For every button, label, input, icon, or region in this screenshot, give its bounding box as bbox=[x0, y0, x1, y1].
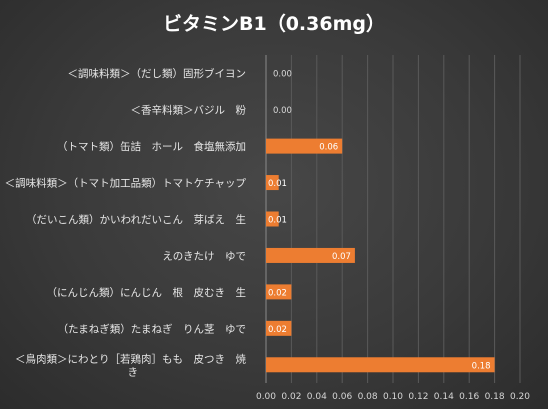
bar bbox=[266, 284, 292, 300]
x-tick-label: 0.14 bbox=[434, 392, 454, 402]
data-label: 0.01 bbox=[268, 216, 287, 226]
category-label-line: ＜鳥肉類＞にわとり［若鶏肉］もも 皮つき 焼 bbox=[15, 352, 246, 365]
data-label: 0.00 bbox=[273, 70, 292, 80]
data-label: 0.00 bbox=[273, 106, 292, 116]
data-label: 0.06 bbox=[319, 143, 338, 153]
category-label: （にんじん類）にんじん 根 皮むき 生 bbox=[47, 286, 247, 299]
x-tick-label: 0.10 bbox=[383, 392, 403, 402]
bar bbox=[266, 138, 343, 154]
x-tick-label: 0.00 bbox=[256, 392, 276, 402]
bar bbox=[266, 357, 495, 373]
chart-title: ビタミンB1（0.36mg） bbox=[163, 12, 385, 35]
x-tick-label: 0.20 bbox=[510, 392, 530, 402]
bar bbox=[266, 175, 279, 191]
category-label-line: （たまねぎ類）たまねぎ りん茎 ゆで bbox=[58, 322, 246, 335]
category-label-line: ＜調味料類＞（だし類）固形ブイヨン bbox=[68, 67, 247, 80]
x-tick-label: 0.02 bbox=[281, 392, 301, 402]
x-tick-label: 0.12 bbox=[408, 392, 428, 402]
x-axis-ticks: 0.00 0.02 0.04 0.06 0.08 0.10 0.12 0.14 0.16 0.18… bbox=[256, 392, 530, 402]
data-label: 0.18 bbox=[472, 361, 491, 371]
bar bbox=[266, 247, 355, 263]
x-tick-label: 0.16 bbox=[459, 392, 479, 402]
x-tick-label: 0.06 bbox=[332, 392, 352, 402]
category-label-line: き bbox=[128, 366, 139, 378]
category-label: えのきたけ ゆで bbox=[162, 250, 246, 262]
data-label: 0.07 bbox=[332, 252, 351, 262]
x-tick-label: 0.08 bbox=[358, 392, 378, 402]
gridlines bbox=[265, 55, 521, 383]
category-label-line: （トマト類）缶詰 ホール 食塩無添加 bbox=[57, 140, 246, 153]
bar bbox=[266, 211, 279, 227]
x-tick-label: 0.04 bbox=[307, 392, 327, 402]
category-labels: ＜調味料類＞（だし類）固形ブイヨン ＜香辛料類＞バジル 粉 （トマト類）缶詰 ホール… bbox=[5, 67, 247, 378]
category-label: ＜香辛料類＞バジル 粉 bbox=[131, 104, 247, 117]
category-label: ＜鳥肉類＞にわとり［若鶏肉］もも 皮つき 焼き bbox=[15, 352, 246, 378]
bars: 0.00 0.00 0.06 0.01 0.01 0.07 0.02 0.02 0.18 bbox=[266, 70, 495, 373]
data-label: 0.02 bbox=[268, 325, 287, 335]
category-label-line: えのきたけ ゆで bbox=[162, 250, 246, 262]
data-label: 0.02 bbox=[268, 288, 287, 298]
data-label: 0.01 bbox=[268, 179, 287, 189]
category-label: ＜調味料類＞（トマト加工品類）トマトケチャップ bbox=[5, 177, 247, 190]
x-tick-label: 0.18 bbox=[485, 392, 505, 402]
bar bbox=[266, 320, 292, 336]
category-label: （トマト類）缶詰 ホール 食塩無添加 bbox=[57, 140, 246, 153]
category-label-line: ＜香辛料類＞バジル 粉 bbox=[131, 104, 247, 117]
category-label: （だいこん類）かいわれだいこん 芽ばえ 生 bbox=[26, 213, 246, 226]
category-label-line: ＜調味料類＞（トマト加工品類）トマトケチャップ bbox=[5, 177, 247, 190]
category-label: ＜調味料類＞（だし類）固形ブイヨン bbox=[68, 67, 247, 80]
category-label: （たまねぎ類）たまねぎ りん茎 ゆで bbox=[58, 322, 246, 335]
category-label-line: （だいこん類）かいわれだいこん 芽ばえ 生 bbox=[26, 213, 246, 226]
category-label-line: （にんじん類）にんじん 根 皮むき 生 bbox=[47, 286, 247, 299]
